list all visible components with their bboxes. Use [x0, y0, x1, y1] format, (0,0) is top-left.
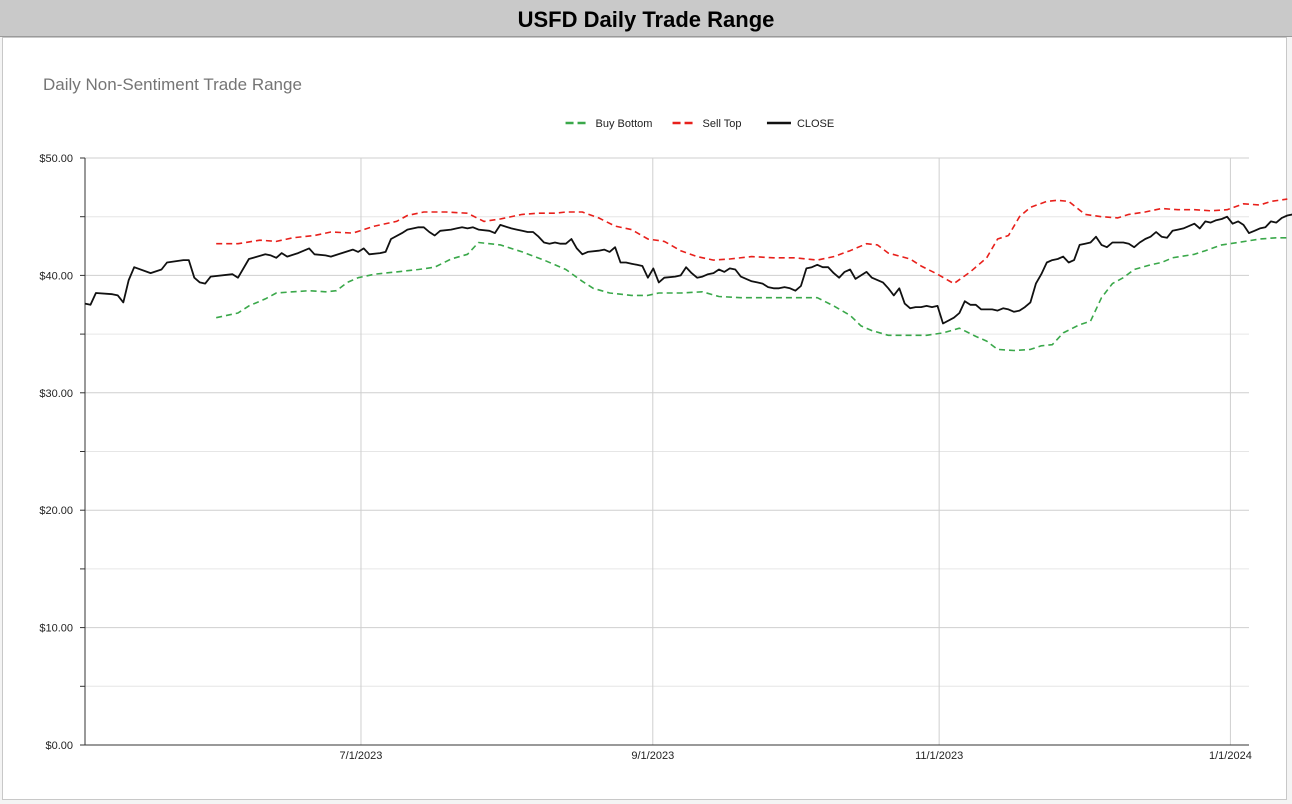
series-line-buy-bottom	[216, 237, 1288, 352]
legend-label: Sell Top	[703, 118, 742, 130]
y-tick-label: $50.00	[39, 153, 73, 165]
y-tick-label: $10.00	[39, 623, 73, 635]
x-tick-label: 1/1/2024	[1209, 750, 1252, 762]
x-tick-label: 7/1/2023	[340, 750, 383, 762]
chart-title: Daily Non-Sentiment Trade Range	[43, 75, 302, 94]
x-tick-label: 11/1/2023	[915, 750, 963, 762]
y-tick-label: $20.00	[39, 505, 73, 517]
chart-svg: Daily Non-Sentiment Trade Range Buy Bott…	[39, 75, 1292, 762]
window-title: USFD Daily Trade Range	[517, 7, 775, 32]
window-title-bar: USFD Daily Trade Range	[0, 0, 1292, 37]
y-tick-label: $0.00	[45, 740, 73, 752]
legend-label: CLOSE	[797, 118, 834, 130]
chart-series	[84, 198, 1292, 352]
x-tick-label: 9/1/2023	[631, 750, 674, 762]
y-tick-label: $30.00	[39, 388, 73, 400]
chart-legend: Buy Bottom Sell Top CLOSE	[565, 118, 834, 130]
legend-label: Buy Bottom	[596, 118, 653, 130]
series-line-sell-top	[216, 198, 1288, 285]
y-tick-label: $40.00	[39, 270, 73, 282]
series-line-close	[84, 213, 1292, 325]
chart-frame[interactable]	[2, 37, 1287, 800]
chart-gridlines	[85, 157, 1249, 745]
chart-axes: $0.00 $10.00 $20.00 $30.00 $40.00 $50.00 7/1/2…	[39, 153, 1251, 762]
